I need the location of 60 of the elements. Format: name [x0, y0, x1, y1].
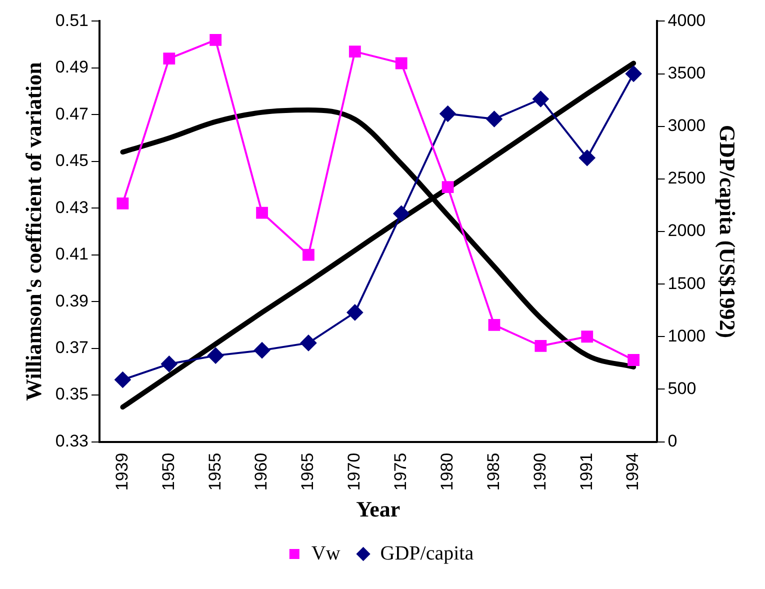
point: [442, 181, 454, 194]
point: [581, 330, 594, 343]
y-tick-label: 0.37: [55, 338, 88, 358]
y2-tick-label: 1000: [668, 326, 706, 346]
point: [440, 106, 456, 122]
y-tick-label: 0.35: [55, 384, 88, 404]
x-tick-label: 1965: [298, 452, 318, 491]
point: [116, 198, 129, 210]
point: [256, 206, 268, 219]
x-tick-label: 1970: [344, 452, 364, 491]
point: [579, 150, 596, 166]
y2-tick-label: 3500: [668, 63, 706, 82]
x-tick-label: 1980: [437, 452, 456, 491]
y-tick-label: 0.45: [55, 151, 88, 170]
x-tick-label: 1990: [530, 452, 550, 491]
point: [254, 342, 270, 358]
y-tick-label: 0.49: [55, 58, 88, 77]
x-tick-label: 1985: [484, 452, 503, 491]
y-tick-label: 0.43: [55, 198, 88, 217]
point: [532, 91, 549, 108]
y-tick-label: 0.33: [55, 431, 88, 450]
y2-tick-label: 1500: [668, 274, 706, 293]
y-tick-label: 0.39: [55, 291, 88, 310]
x-tick-label: 1994: [623, 452, 642, 491]
point: [302, 248, 314, 261]
point: [210, 34, 222, 46]
x-tick-label: 1960: [252, 452, 271, 491]
point: [488, 319, 500, 331]
x-axis-title: Year: [356, 496, 400, 522]
legend-label: GDP/capita: [380, 542, 474, 564]
y2-tick-label: 0: [668, 431, 678, 450]
y2-tick-label: 2500: [668, 168, 706, 188]
point: [534, 340, 547, 352]
y2-tick-label: 4000: [668, 10, 706, 30]
point: [393, 206, 410, 222]
point: [163, 52, 176, 65]
legend-label: Vw: [311, 542, 341, 564]
y2-axis-title: GDP/capita (US$1992): [715, 124, 740, 338]
y-tick-label: 0.51: [55, 10, 88, 30]
x-tick-label: 1939: [112, 452, 132, 491]
point: [486, 110, 502, 127]
point: [628, 354, 640, 366]
point: [300, 334, 316, 351]
point: [114, 372, 131, 388]
y2-tick-label: 3000: [668, 116, 706, 136]
point: [208, 348, 224, 364]
point: [161, 356, 178, 372]
y2-tick-label: 500: [668, 378, 696, 398]
x-tick-label: 1950: [158, 452, 178, 491]
y-tick-label: 0.47: [55, 104, 88, 124]
point: [626, 66, 642, 82]
y2-tick-label: 2000: [668, 221, 706, 240]
x-tick-label: 1975: [391, 452, 410, 491]
y-tick-label: 0.41: [55, 244, 88, 264]
y-axis-title: Williamson's coefficient of variation: [20, 62, 46, 401]
point: [395, 57, 408, 70]
x-tick-label: 1955: [205, 452, 224, 491]
point: [348, 46, 361, 58]
point: [346, 304, 363, 320]
x-tick-label: 1991: [576, 452, 596, 491]
